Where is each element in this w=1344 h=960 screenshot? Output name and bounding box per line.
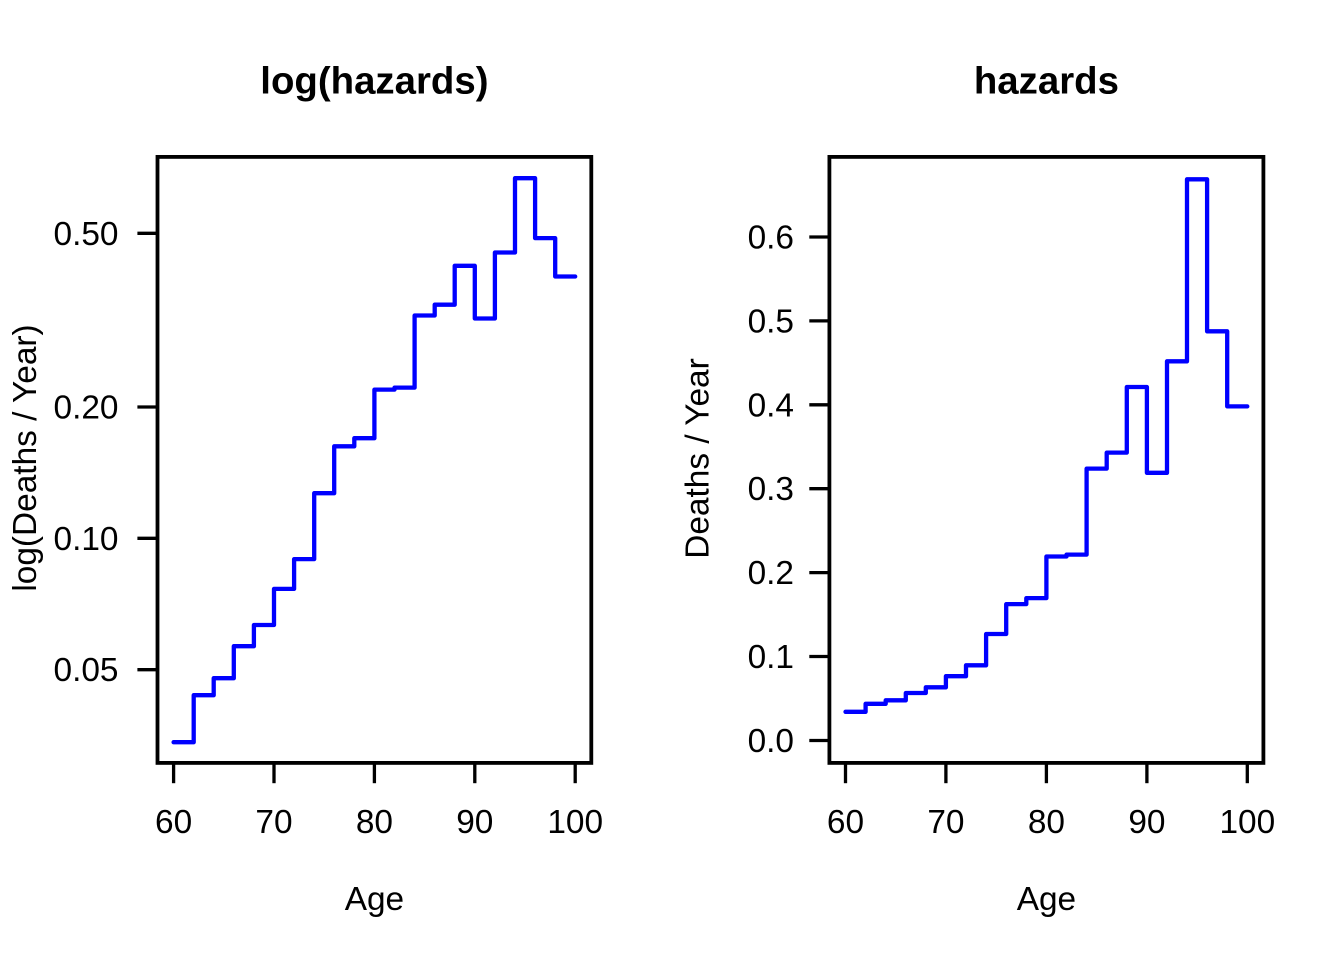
- svg-text:Deaths / Year: Deaths / Year: [680, 358, 717, 559]
- svg-text:0.1: 0.1: [748, 639, 794, 676]
- svg-text:0.20: 0.20: [54, 390, 119, 427]
- svg-text:0.6: 0.6: [748, 220, 794, 257]
- svg-text:0.2: 0.2: [748, 555, 794, 592]
- svg-text:hazards: hazards: [974, 59, 1119, 102]
- svg-text:100: 100: [1219, 804, 1275, 841]
- svg-text:0.4: 0.4: [748, 387, 794, 424]
- svg-text:90: 90: [1128, 804, 1165, 841]
- svg-text:60: 60: [155, 804, 192, 841]
- svg-text:0.0: 0.0: [748, 723, 794, 760]
- svg-text:0.50: 0.50: [54, 216, 119, 253]
- svg-text:100: 100: [547, 804, 603, 841]
- svg-text:70: 70: [927, 804, 964, 841]
- svg-text:80: 80: [356, 804, 393, 841]
- svg-text:Age: Age: [1017, 881, 1076, 918]
- svg-text:Age: Age: [345, 881, 404, 918]
- svg-text:90: 90: [456, 804, 493, 841]
- svg-text:0.5: 0.5: [748, 303, 794, 340]
- svg-text:log(hazards): log(hazards): [260, 59, 488, 102]
- svg-text:0.3: 0.3: [748, 471, 794, 508]
- svg-text:log(Deaths / Year): log(Deaths / Year): [7, 324, 44, 591]
- svg-text:0.10: 0.10: [54, 521, 119, 558]
- svg-text:70: 70: [255, 804, 292, 841]
- svg-text:80: 80: [1028, 804, 1065, 841]
- svg-text:0.05: 0.05: [54, 652, 119, 689]
- svg-text:60: 60: [827, 804, 864, 841]
